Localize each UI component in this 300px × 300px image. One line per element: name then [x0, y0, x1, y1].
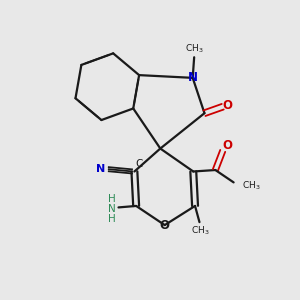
- Text: O: O: [223, 99, 233, 112]
- Text: CH$_3$: CH$_3$: [242, 180, 260, 192]
- Text: N: N: [97, 164, 106, 174]
- Text: N: N: [108, 204, 115, 214]
- Text: CH$_3$: CH$_3$: [191, 225, 209, 237]
- Text: CH$_3$: CH$_3$: [185, 43, 203, 55]
- Text: N: N: [188, 71, 198, 84]
- Text: O: O: [222, 140, 232, 152]
- Text: H: H: [108, 194, 115, 204]
- Text: H: H: [108, 214, 115, 224]
- Text: C: C: [135, 159, 142, 169]
- Text: O: O: [160, 219, 170, 232]
